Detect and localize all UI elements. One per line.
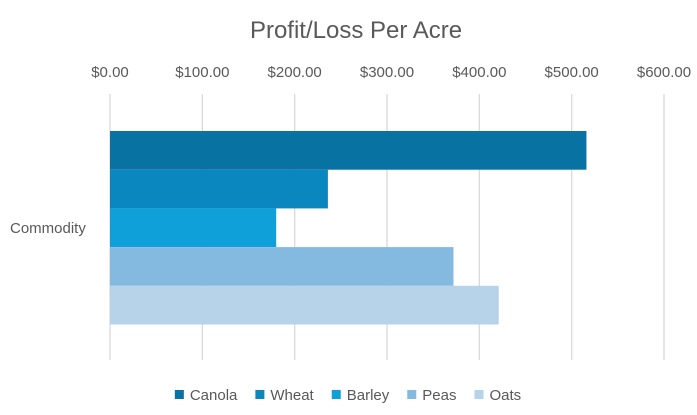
x-tick-label: $600.00 bbox=[637, 64, 691, 81]
legend-label-oats: Oats bbox=[489, 387, 521, 404]
legend-label-barley: Barley bbox=[347, 387, 390, 404]
legend-label-canola: Canola bbox=[190, 387, 238, 404]
bar-peas bbox=[110, 247, 454, 286]
x-tick-label: $200.00 bbox=[268, 64, 322, 81]
x-tick-label: $300.00 bbox=[360, 64, 414, 81]
category-labels: Commodity bbox=[10, 220, 86, 237]
x-tick-label: $100.00 bbox=[175, 64, 229, 81]
bar-oats bbox=[110, 285, 499, 325]
bars bbox=[110, 131, 587, 325]
legend-label-wheat: Wheat bbox=[270, 387, 314, 404]
legend-swatch-wheat bbox=[255, 390, 265, 399]
chart-title: Profit/Loss Per Acre bbox=[250, 17, 462, 44]
category-label: Commodity bbox=[10, 220, 86, 237]
legend-swatch-peas bbox=[407, 390, 417, 399]
legend-swatch-barley bbox=[331, 390, 341, 399]
x-tick-label: $400.00 bbox=[452, 64, 506, 81]
x-tick-label: $0.00 bbox=[91, 64, 129, 81]
x-tick-label: $500.00 bbox=[545, 64, 599, 81]
legend-swatch-oats bbox=[474, 390, 484, 399]
bar-barley bbox=[110, 208, 277, 248]
legend-swatch-canola bbox=[174, 390, 184, 399]
bar-wheat bbox=[110, 169, 328, 209]
x-axis-tick-labels: $0.00 $100.00 $200.00 $300.00 $400.00 $500.00… bbox=[91, 64, 691, 81]
legend: Canola Wheat Barley Peas Oats bbox=[174, 387, 521, 404]
bar-canola bbox=[110, 131, 587, 170]
legend-label-peas: Peas bbox=[422, 387, 456, 404]
